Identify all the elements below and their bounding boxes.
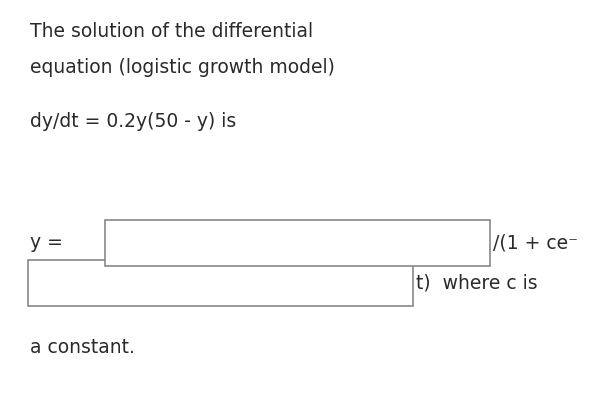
- Text: The solution of the differential: The solution of the differential: [30, 22, 313, 41]
- Text: dy/dt = 0.2y(50 - y) is: dy/dt = 0.2y(50 - y) is: [30, 112, 236, 131]
- Text: y =: y =: [30, 234, 63, 252]
- FancyBboxPatch shape: [28, 260, 413, 306]
- FancyBboxPatch shape: [105, 220, 490, 266]
- Text: equation (logistic growth model): equation (logistic growth model): [30, 58, 335, 77]
- Text: t)  where c is: t) where c is: [416, 273, 538, 292]
- Text: a constant.: a constant.: [30, 338, 135, 357]
- Text: /(1 + ce⁻: /(1 + ce⁻: [493, 234, 578, 252]
